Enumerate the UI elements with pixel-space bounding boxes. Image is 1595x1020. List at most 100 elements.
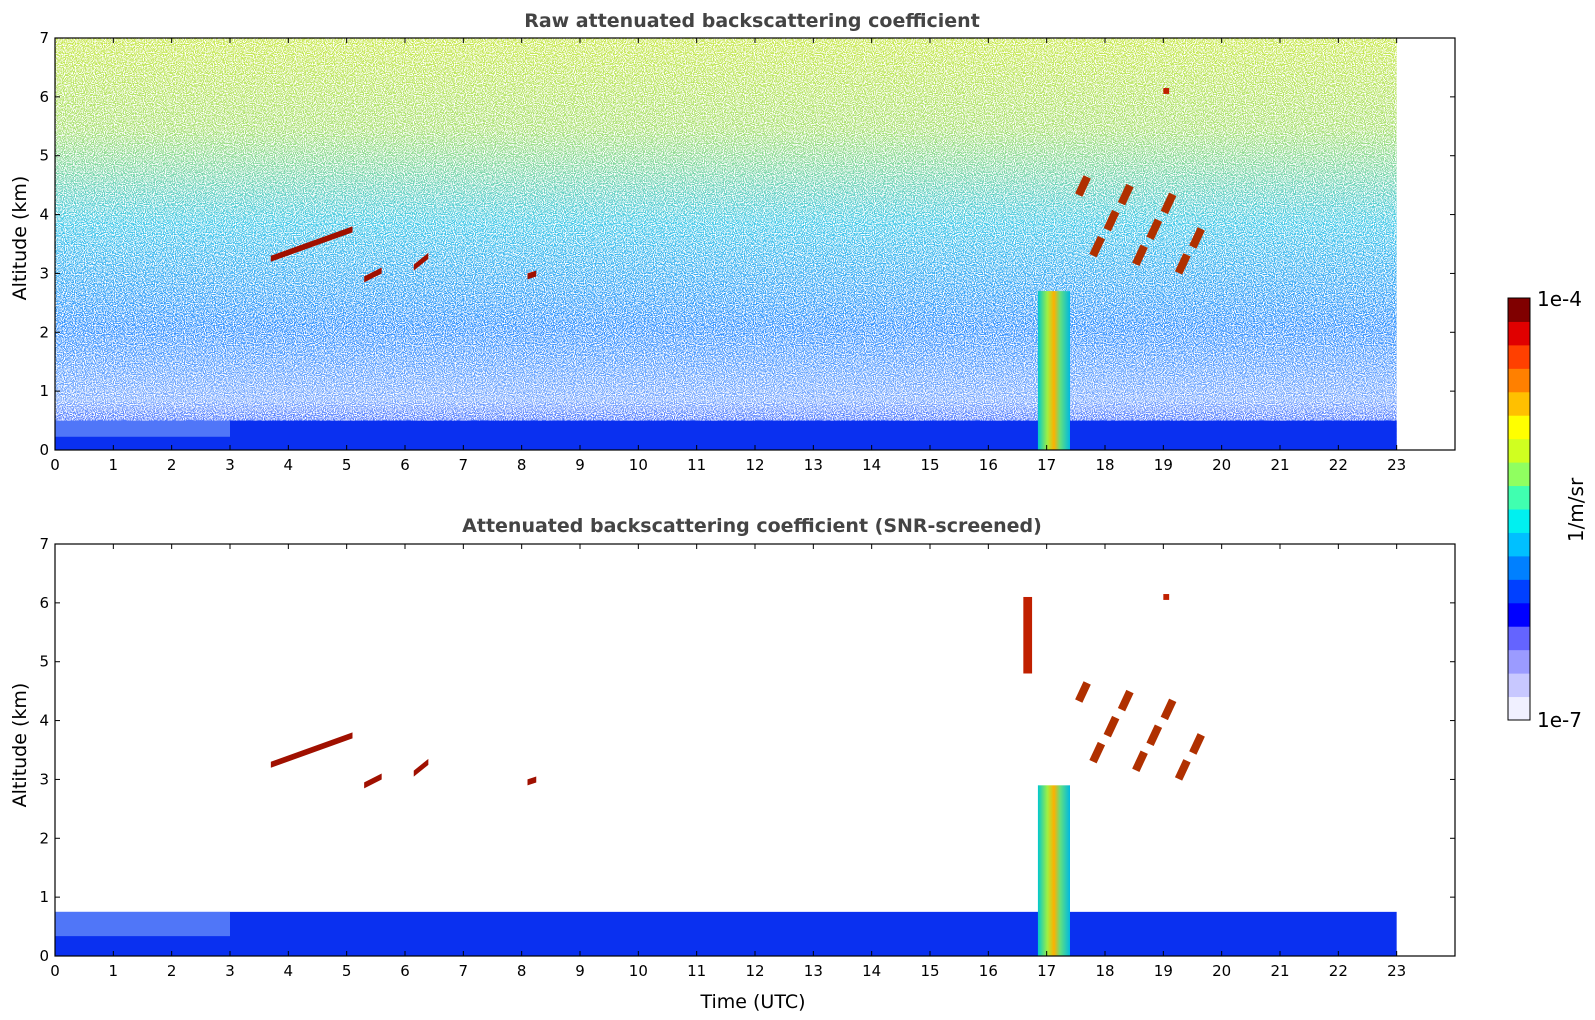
aerosol-layer <box>364 773 382 789</box>
colorbar-swatch <box>1508 602 1530 627</box>
x-tick-label: 20 <box>1212 456 1231 474</box>
cloud-fragment <box>1089 741 1106 764</box>
colorbar-min-label: 1e-7 <box>1537 708 1582 732</box>
cloud-fragment <box>1174 759 1191 781</box>
raw-panel-title: Raw attenuated backscattering coefficien… <box>524 10 980 32</box>
screened-panel-title: Attenuated backscattering coefficient (S… <box>462 515 1042 537</box>
cloud-fragment <box>1023 596 1033 674</box>
cloud-fragment <box>1132 244 1148 266</box>
cloud-fragment <box>1146 724 1163 747</box>
raw-axis-ticks: 0 1 2 3 4 5 6 7 8 9 10 11 12 13 14 15 16 17 18 19 20 21 22 2301… <box>39 29 1455 474</box>
cloud-fragment <box>1160 698 1177 721</box>
y-tick-label: 2 <box>39 323 49 341</box>
cloud-fragment <box>1117 689 1134 712</box>
cloud-fragment <box>1163 88 1170 94</box>
screened-y-axis-label: Altitude (km) <box>9 683 31 808</box>
y-tick-label: 3 <box>39 770 49 788</box>
y-tick-label: 3 <box>39 264 49 282</box>
precipitation-column <box>1037 291 1070 450</box>
x-tick-label: 16 <box>979 962 998 980</box>
cloud-fragment <box>1117 183 1134 206</box>
y-tick-label: 1 <box>39 382 49 400</box>
colorbar-swatch <box>1508 368 1530 393</box>
colorbar-swatch <box>1508 462 1530 487</box>
x-tick-label: 7 <box>459 962 469 980</box>
colorbar-swatch <box>1508 415 1530 440</box>
x-tick-label: 17 <box>1037 962 1056 980</box>
x-tick-label: 14 <box>862 456 881 474</box>
x-tick-label: 16 <box>979 456 998 474</box>
colorbar-units-label: 1/m/sr <box>1564 477 1588 542</box>
x-tick-label: 18 <box>1095 456 1114 474</box>
y-tick-label: 4 <box>39 206 49 224</box>
cloud-fragment <box>1189 227 1205 249</box>
boundary-layer-band <box>55 911 1397 956</box>
colorbar-swatch <box>1508 438 1530 463</box>
colorbar-swatch <box>1508 485 1530 510</box>
x-tick-label: 12 <box>745 962 764 980</box>
cloud-fragment <box>1132 750 1148 772</box>
early-morning-layer <box>55 420 230 437</box>
x-tick-label: 2 <box>167 456 177 474</box>
cloud-fragment <box>1189 733 1205 755</box>
x-tick-label: 21 <box>1270 962 1289 980</box>
time-axis-label: Time (UTC) <box>699 991 805 1013</box>
x-tick-label: 4 <box>284 456 294 474</box>
y-tick-label: 6 <box>39 88 49 106</box>
raw-y-axis-label: Altitude (km) <box>9 176 31 301</box>
x-tick-label: 0 <box>50 962 60 980</box>
screened-backscatter-panel: Attenuated backscattering coefficient (S… <box>9 515 1456 1013</box>
aerosol-layer <box>413 758 429 777</box>
aerosol-layer <box>270 226 353 262</box>
x-tick-label: 3 <box>225 456 235 474</box>
x-tick-label: 10 <box>629 456 648 474</box>
y-tick-label: 6 <box>39 594 49 612</box>
x-tick-label: 23 <box>1387 456 1406 474</box>
x-tick-label: 11 <box>687 456 706 474</box>
x-tick-label: 18 <box>1095 962 1114 980</box>
x-tick-label: 7 <box>459 456 469 474</box>
x-tick-label: 8 <box>517 962 527 980</box>
x-tick-label: 22 <box>1329 962 1348 980</box>
colorbar-swatch <box>1508 391 1530 416</box>
cloud-fragment <box>1075 175 1091 197</box>
y-tick-label: 1 <box>39 888 49 906</box>
x-tick-label: 1 <box>109 962 119 980</box>
x-tick-label: 19 <box>1154 456 1173 474</box>
aerosol-layer <box>413 252 429 271</box>
colorbar-frame <box>1507 297 1531 721</box>
aerosol-layer <box>527 776 537 786</box>
colorbar-swatch <box>1508 555 1530 580</box>
y-tick-label: 2 <box>39 829 49 847</box>
x-tick-label: 14 <box>862 962 881 980</box>
x-tick-label: 6 <box>400 456 410 474</box>
aerosol-layer <box>270 732 353 768</box>
x-tick-label: 9 <box>575 456 585 474</box>
raw-backscatter-panel: Raw attenuated backscattering coefficien… <box>9 10 1456 474</box>
x-tick-label: 19 <box>1154 962 1173 980</box>
x-tick-label: 6 <box>400 962 410 980</box>
x-tick-label: 20 <box>1212 962 1231 980</box>
colorbar-swatch <box>1508 344 1530 369</box>
cloud-fragment <box>1163 594 1170 600</box>
cloud-fragment <box>1089 235 1106 258</box>
screened-plot-frame <box>54 543 1456 957</box>
colorbar-swatch <box>1508 579 1530 604</box>
x-tick-label: 22 <box>1329 456 1348 474</box>
x-tick-label: 8 <box>517 456 527 474</box>
raw-speckle <box>55 38 1397 450</box>
colorbar-swatch <box>1508 321 1530 346</box>
y-tick-label: 4 <box>39 712 49 730</box>
aerosol-layer <box>527 270 537 280</box>
cloud-fragment <box>1103 209 1120 232</box>
precipitation-column <box>1037 785 1070 956</box>
cloud-fragment <box>1075 681 1091 703</box>
colorbar: 1e-4 1e-7 1/m/sr <box>1507 287 1588 732</box>
colorbar-swatch <box>1508 649 1530 674</box>
cloud-fragment <box>1146 218 1163 241</box>
x-tick-label: 2 <box>167 962 177 980</box>
x-tick-label: 4 <box>284 962 294 980</box>
colorbar-swatch <box>1508 626 1530 651</box>
boundary-layer-band <box>55 420 1397 450</box>
